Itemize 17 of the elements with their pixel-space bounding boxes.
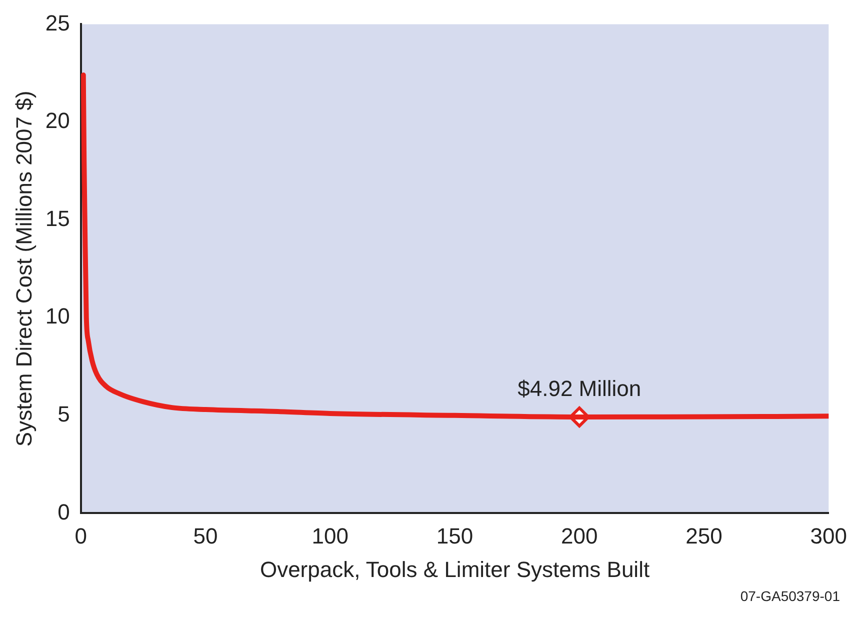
annotation: $4.92 Million [518,376,642,402]
y-tick-label: 10 [45,304,70,329]
x-tick-label: 250 [686,523,722,548]
y-axis-title: System Direct Cost (Millions 2007 $) [11,90,36,447]
x-tick-label: 50 [193,523,218,548]
x-tick-label: 0 [74,523,87,548]
y-tick-label: 25 [45,10,70,36]
x-axis-title: Overpack, Tools & Limiter Systems Built [260,556,650,582]
text: 07-GA50379-01 [739,588,841,604]
y-tick-label: 5 [58,401,70,426]
x-tick-label: 150 [436,523,474,548]
y-tick-label: 20 [45,108,70,134]
y-tick-label: 15 [45,206,70,231]
x-tick-label: 200 [561,523,598,548]
x-tick-label: 300 [810,523,848,548]
y-tick-label: 0 [58,499,70,524]
x-tick-label: 100 [312,523,348,548]
